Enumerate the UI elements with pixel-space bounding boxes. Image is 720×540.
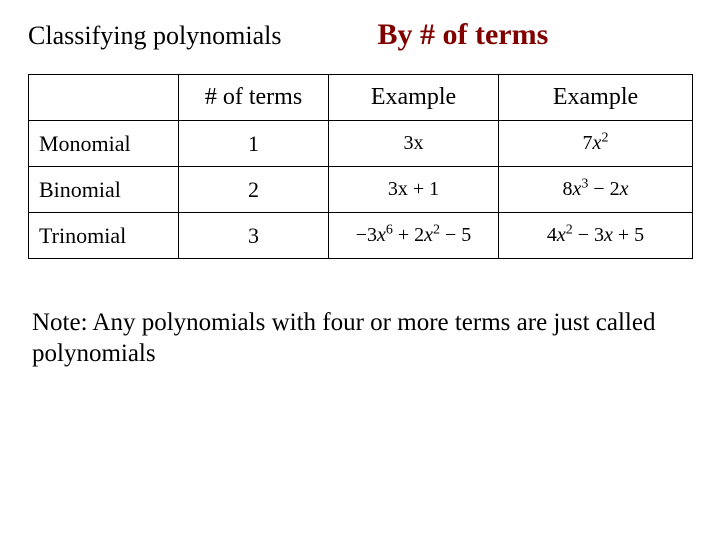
table-row: Monomial 1 3x 7x2: [29, 121, 693, 167]
col-header-example1: Example: [329, 75, 499, 121]
title-text: By # of terms: [378, 18, 549, 52]
row-label: Monomial: [29, 121, 179, 167]
subtitle-text: Classifying polynomials: [28, 21, 282, 51]
row-example2: 4x2 − 3x + 5: [499, 213, 693, 259]
col-header-example2: Example: [499, 75, 693, 121]
row-terms: 3: [179, 213, 329, 259]
row-terms: 1: [179, 121, 329, 167]
row-example1: 3x + 1: [329, 167, 499, 213]
row-example2: 8x3 − 2x: [499, 167, 693, 213]
row-terms: 2: [179, 167, 329, 213]
row-label: Binomial: [29, 167, 179, 213]
table-header-row: # of terms Example Example: [29, 75, 693, 121]
slide: Classifying polynomials By # of terms # …: [0, 0, 720, 370]
polynomial-table: # of terms Example Example Monomial 1 3x…: [28, 74, 693, 259]
row-example1: −3x6 + 2x2 − 5: [329, 213, 499, 259]
row-label: Trinomial: [29, 213, 179, 259]
header-row: Classifying polynomials By # of terms: [28, 18, 692, 52]
footnote-text: Note: Any polynomials with four or more …: [28, 307, 692, 370]
col-header-blank: [29, 75, 179, 121]
table-row: Trinomial 3 −3x6 + 2x2 − 5 4x2 − 3x + 5: [29, 213, 693, 259]
row-example2: 7x2: [499, 121, 693, 167]
row-example1: 3x: [329, 121, 499, 167]
col-header-terms: # of terms: [179, 75, 329, 121]
table-row: Binomial 2 3x + 1 8x3 − 2x: [29, 167, 693, 213]
